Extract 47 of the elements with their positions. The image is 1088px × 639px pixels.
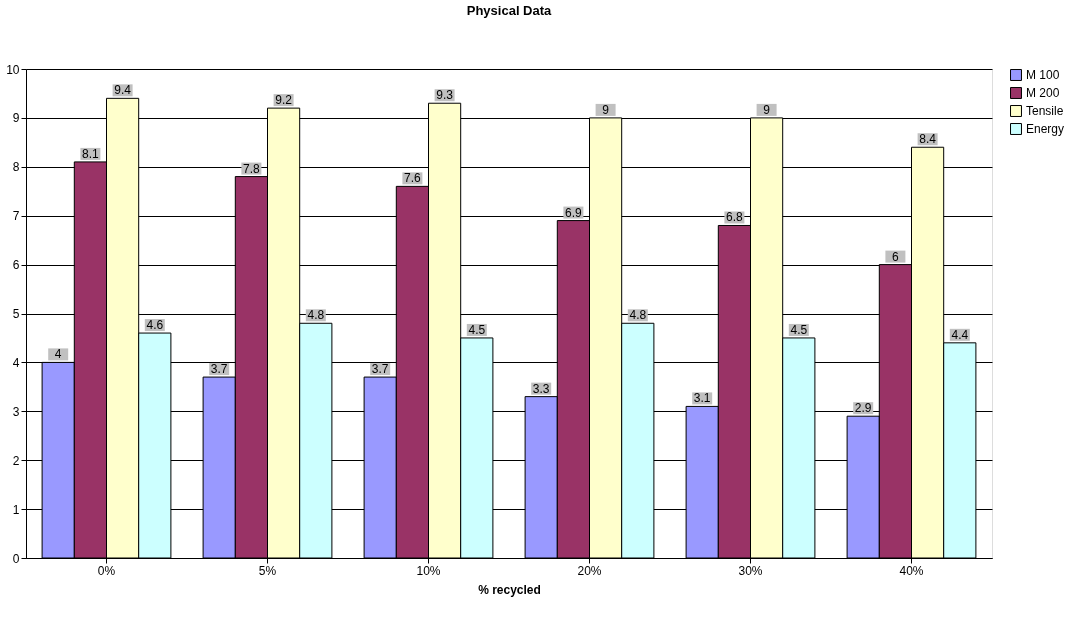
x-tick-label: 40% [899,563,924,578]
data-label: 4.8 [629,308,647,323]
y-tick-label: 9 [12,111,20,126]
y-tick-label: 8 [12,160,20,175]
data-label: 9.4 [114,83,132,98]
chart-title: Physical Data [466,3,553,18]
data-label: 8.1 [82,146,100,161]
data-label: 9.3 [436,88,454,103]
legend-label: M 200 [1026,86,1060,100]
data-label: 8.4 [919,132,937,147]
x-tick-label: 30% [738,563,763,578]
data-label: 2.9 [854,401,872,416]
y-tick-label: 7 [12,209,20,224]
y-tick-label: 1 [12,502,20,517]
data-label: 9 [602,102,610,117]
data-label: 6 [892,249,900,264]
x-axis-title: % recycled [478,582,541,597]
data-label: 9.2 [275,93,293,108]
x-tick-label: 10% [416,563,441,578]
x-tick-label: 20% [577,563,602,578]
data-label: 4.4 [951,327,969,342]
y-tick-label: 3 [12,404,20,419]
y-tick-label: 0 [12,551,20,566]
data-label: 4.5 [468,322,486,337]
data-label: 9 [763,102,771,117]
y-tick-label: 4 [12,355,20,370]
legend-label: Energy [1026,122,1065,136]
data-label: 3.3 [532,381,550,396]
data-label: 4 [54,347,62,362]
data-label: 3.1 [693,391,711,406]
legend-label: Tensile [1026,104,1064,118]
y-tick-label: 10 [6,62,20,77]
y-tick-label: 2 [12,453,20,468]
x-tick-label: 5% [258,563,277,578]
y-tick-label: 6 [12,258,20,273]
data-label: 3.7 [371,362,389,377]
x-tick-label: 0% [97,563,116,578]
data-label: 6.8 [726,210,744,225]
data-label: 4.8 [307,308,325,323]
data-label: 6.9 [565,205,583,220]
legend-label: M 100 [1026,68,1060,82]
data-label: 3.7 [210,362,228,377]
data-label: 4.6 [146,318,164,333]
y-tick-label: 5 [12,307,20,321]
data-label: 7.8 [243,161,261,176]
data-label: 7.6 [404,171,422,186]
data-label: 4.5 [790,322,808,337]
